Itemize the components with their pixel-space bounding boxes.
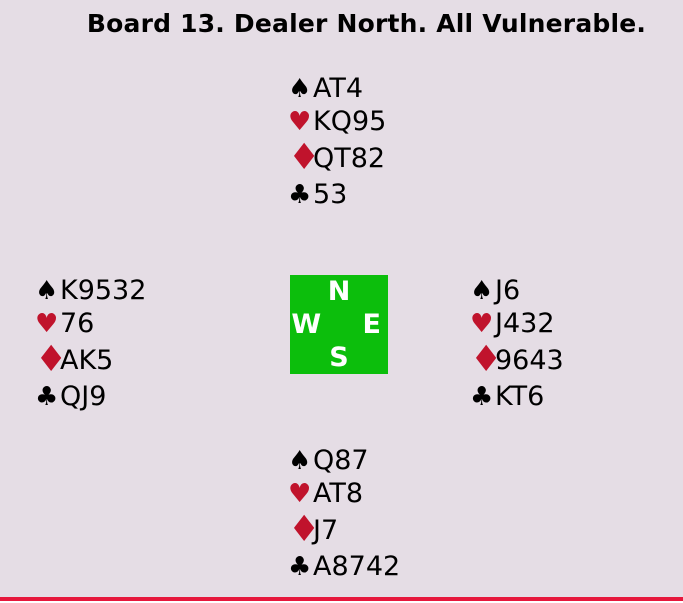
north-diamonds-cards: QT82 [313,142,386,174]
compass-south-label: S [329,342,349,373]
south-spades-row: ♠ Q87 [288,444,400,477]
compass-west-label: W [291,309,322,340]
north-hearts-row: ♥ KQ95 [288,105,386,138]
compass-east-label: E [362,309,381,340]
east-hearts-cards: J432 [495,308,555,339]
west-clubs-cards: QJ9 [60,381,107,412]
heart-icon: ♥ [35,308,59,339]
diamond-icon: ♦ [470,339,503,380]
north-clubs-cards: 53 [313,179,348,210]
west-spades-cards: K9532 [60,275,147,306]
spade-icon: ♠ [288,73,312,104]
east-spades-cards: J6 [495,275,521,306]
south-hearts-cards: AT8 [313,478,364,509]
south-clubs-cards: A8742 [313,551,401,582]
spade-icon: ♠ [470,275,494,306]
south-hearts-row: ♥ AT8 [288,477,400,510]
heart-icon: ♥ [470,308,494,339]
east-diamonds-row: ♦ 9643 [470,340,564,380]
west-hearts-cards: 76 [60,308,95,339]
spade-icon: ♠ [35,275,59,306]
spade-icon: ♠ [288,445,312,476]
east-hand: ♠ J6 ♥ J432 ♦ 9643 ♣ KT6 [470,274,564,413]
east-hearts-row: ♥ J432 [470,307,564,340]
compass-north-label: N [327,276,351,307]
diamond-icon: ♦ [288,137,321,178]
north-spades-cards: AT4 [313,73,364,104]
club-icon: ♣ [470,381,494,412]
diamond-icon: ♦ [288,509,321,550]
north-clubs-row: ♣ 53 [288,178,386,211]
south-clubs-row: ♣ A8742 [288,550,400,583]
west-clubs-row: ♣ QJ9 [35,380,146,413]
east-clubs-cards: KT6 [495,381,545,412]
north-hand: ♠ AT4 ♥ KQ95 ♦ QT82 ♣ 53 [288,72,386,211]
north-diamonds-row: ♦ QT82 [288,138,386,178]
west-hand: ♠ K9532 ♥ 76 ♦ AK5 ♣ QJ9 [35,274,146,413]
north-spades-row: ♠ AT4 [288,72,386,105]
south-diamonds-row: ♦ J7 [288,510,400,550]
west-diamonds-row: ♦ AK5 [35,340,146,380]
south-spades-cards: Q87 [313,445,369,476]
board-title: Board 13. Dealer North. All Vulnerable. [86,9,647,38]
north-hearts-cards: KQ95 [313,106,387,137]
club-icon: ♣ [35,381,59,412]
south-hand: ♠ Q87 ♥ AT8 ♦ J7 ♣ A8742 [288,444,400,583]
east-clubs-row: ♣ KT6 [470,380,564,413]
heart-icon: ♥ [288,478,312,509]
east-diamonds-cards: 9643 [495,344,564,376]
west-diamonds-cards: AK5 [60,344,114,376]
west-spades-row: ♠ K9532 [35,274,146,307]
club-icon: ♣ [288,179,312,210]
diamond-icon: ♦ [35,339,68,380]
bottom-divider [0,597,683,601]
compass-rose: N W E S [290,275,388,374]
south-diamonds-cards: J7 [313,514,339,546]
heart-icon: ♥ [288,106,312,137]
east-spades-row: ♠ J6 [470,274,564,307]
club-icon: ♣ [288,551,312,582]
west-hearts-row: ♥ 76 [35,307,146,340]
